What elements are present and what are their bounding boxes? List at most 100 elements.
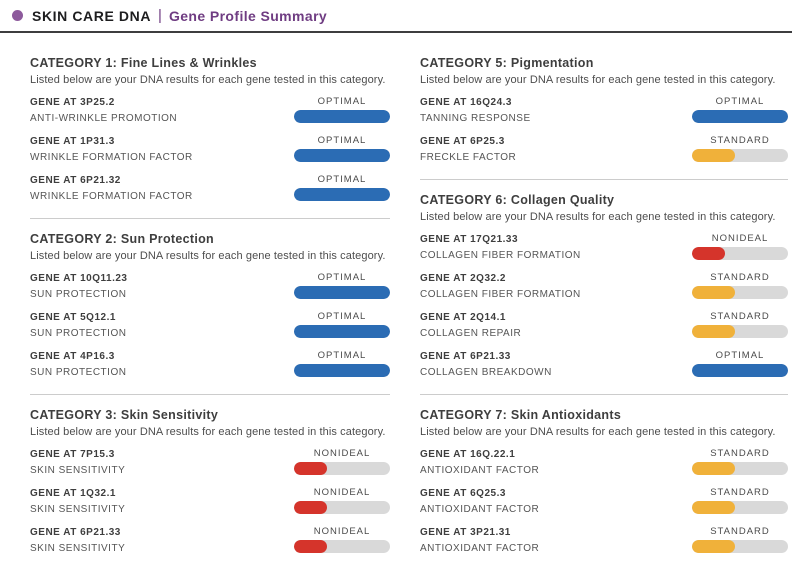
gene-result: OPTIMAL xyxy=(294,311,390,338)
result-meter xyxy=(692,540,788,553)
gene-row: GENE AT 7P15.3 SKIN SENSITIVITY NONIDEAL xyxy=(30,448,390,477)
gene-row: GENE AT 16Q.22.1 ANTIOXIDANT FACTOR STAN… xyxy=(420,448,788,477)
gene-trait: FRECKLE FACTOR xyxy=(420,152,517,163)
status-label: NONIDEAL xyxy=(711,233,769,244)
gene-row: GENE AT 10Q11.23 SUN PROTECTION OPTIMAL xyxy=(30,272,390,301)
result-meter-fill xyxy=(294,188,390,201)
status-label: OPTIMAL xyxy=(715,96,765,107)
gene-result: OPTIMAL xyxy=(692,96,788,123)
gene-trait: COLLAGEN BREAKDOWN xyxy=(420,367,552,378)
result-meter xyxy=(294,540,390,553)
result-meter-fill xyxy=(692,540,736,553)
gene-locus: GENE AT 16Q24.3 xyxy=(420,97,512,108)
gene-trait: SUN PROTECTION xyxy=(30,289,127,300)
result-meter xyxy=(692,286,788,299)
gene-result: NONIDEAL xyxy=(692,233,788,260)
category-3: CATEGORY 3: Skin Sensitivity Listed belo… xyxy=(30,394,390,570)
right-column: CATEGORY 5: Pigmentation Listed below ar… xyxy=(420,43,788,570)
category-note: Listed below are your DNA results for ea… xyxy=(420,211,776,223)
gene-result: NONIDEAL xyxy=(294,487,390,514)
gene-result: STANDARD xyxy=(692,526,788,553)
gene-result: OPTIMAL xyxy=(294,135,390,162)
gene-result: STANDARD xyxy=(692,311,788,338)
status-label: NONIDEAL xyxy=(313,487,371,498)
gene-result: OPTIMAL xyxy=(294,96,390,123)
gene-trait: ANTIOXIDANT FACTOR xyxy=(420,504,540,515)
result-meter-fill xyxy=(692,325,736,338)
status-label: STANDARD xyxy=(710,487,770,498)
status-label: STANDARD xyxy=(710,272,770,283)
brand-dot-icon xyxy=(12,10,23,21)
category-title: CATEGORY 7: Skin Antioxidants xyxy=(420,408,622,422)
gene-locus: GENE AT 5Q12.1 xyxy=(30,312,116,323)
status-label: OPTIMAL xyxy=(715,350,765,361)
result-meter-fill xyxy=(294,149,390,162)
result-meter-fill xyxy=(294,462,327,475)
result-meter xyxy=(294,188,390,201)
header-separator: | xyxy=(158,7,162,24)
gene-locus: GENE AT 2Q14.1 xyxy=(420,312,506,323)
status-label: OPTIMAL xyxy=(317,174,367,185)
gene-trait: SKIN SENSITIVITY xyxy=(30,504,126,515)
brand-name: SKIN CARE DNA xyxy=(32,7,152,24)
gene-locus: GENE AT 17Q21.33 xyxy=(420,234,519,245)
gene-row: GENE AT 6P21.33 COLLAGEN BREAKDOWN OPTIM… xyxy=(420,350,788,379)
result-meter-fill xyxy=(294,501,327,514)
gene-trait: ANTIOXIDANT FACTOR xyxy=(420,543,540,554)
result-meter-fill xyxy=(692,110,788,123)
result-meter-fill xyxy=(294,286,390,299)
category-title: CATEGORY 1: Fine Lines & Wrinkles xyxy=(30,56,257,70)
gene-row: GENE AT 6P21.33 SKIN SENSITIVITY NONIDEA… xyxy=(30,526,390,555)
gene-locus: GENE AT 6P21.33 xyxy=(420,351,511,362)
result-meter xyxy=(294,110,390,123)
gene-result: STANDARD xyxy=(692,135,788,162)
result-meter-fill xyxy=(692,286,736,299)
gene-trait: WRINKLE FORMATION FACTOR xyxy=(30,152,193,163)
gene-row: GENE AT 3P21.31 ANTIOXIDANT FACTOR STAND… xyxy=(420,526,788,555)
gene-locus: GENE AT 7P15.3 xyxy=(30,449,115,460)
gene-locus: GENE AT 3P21.31 xyxy=(420,527,511,538)
category-note: Listed below are your DNA results for ea… xyxy=(30,74,386,86)
gene-row: GENE AT 6P21.32 WRINKLE FORMATION FACTOR… xyxy=(30,174,390,203)
gene-trait: SKIN SENSITIVITY xyxy=(30,543,126,554)
result-meter xyxy=(294,364,390,377)
result-meter xyxy=(692,501,788,514)
category-1: CATEGORY 1: Fine Lines & Wrinkles Listed… xyxy=(30,43,390,218)
gene-locus: GENE AT 4P16.3 xyxy=(30,351,115,362)
left-column: CATEGORY 1: Fine Lines & Wrinkles Listed… xyxy=(30,43,390,570)
gene-result: STANDARD xyxy=(692,487,788,514)
status-label: NONIDEAL xyxy=(313,526,371,537)
status-label: STANDARD xyxy=(710,135,770,146)
gene-row: GENE AT 3P25.2 ANTI-WRINKLE PROMOTION OP… xyxy=(30,96,390,125)
category-7: CATEGORY 7: Skin Antioxidants Listed bel… xyxy=(420,394,788,570)
category-title: CATEGORY 6: Collagen Quality xyxy=(420,193,615,207)
gene-row: GENE AT 5Q12.1 SUN PROTECTION OPTIMAL xyxy=(30,311,390,340)
result-meter xyxy=(692,247,788,260)
status-label: STANDARD xyxy=(710,311,770,322)
gene-trait: ANTIOXIDANT FACTOR xyxy=(420,465,540,476)
result-meter xyxy=(294,149,390,162)
result-meter-fill xyxy=(692,247,725,260)
gene-trait: SKIN SENSITIVITY xyxy=(30,465,126,476)
result-meter-fill xyxy=(692,364,788,377)
status-label: STANDARD xyxy=(710,448,770,459)
gene-result: STANDARD xyxy=(692,272,788,299)
result-meter-fill xyxy=(294,540,327,553)
gene-row: GENE AT 2Q14.1 COLLAGEN REPAIR STANDARD xyxy=(420,311,788,340)
status-label: OPTIMAL xyxy=(317,272,367,283)
page-title: Gene Profile Summary xyxy=(168,7,328,24)
gene-result: STANDARD xyxy=(692,448,788,475)
result-meter-fill xyxy=(294,364,390,377)
gene-result: OPTIMAL xyxy=(294,174,390,201)
gene-trait: TANNING RESPONSE xyxy=(420,113,531,124)
gene-trait: COLLAGEN REPAIR xyxy=(420,328,522,339)
gene-trait: WRINKLE FORMATION FACTOR xyxy=(30,191,193,202)
result-meter xyxy=(692,149,788,162)
gene-locus: GENE AT 2Q32.2 xyxy=(420,273,506,284)
gene-row: GENE AT 1Q32.1 SKIN SENSITIVITY NONIDEAL xyxy=(30,487,390,516)
category-title: CATEGORY 3: Skin Sensitivity xyxy=(30,408,219,422)
status-label: OPTIMAL xyxy=(317,135,367,146)
gene-trait: COLLAGEN FIBER FORMATION xyxy=(420,250,581,261)
category-5: CATEGORY 5: Pigmentation Listed below ar… xyxy=(420,43,788,179)
gene-result: OPTIMAL xyxy=(692,350,788,377)
